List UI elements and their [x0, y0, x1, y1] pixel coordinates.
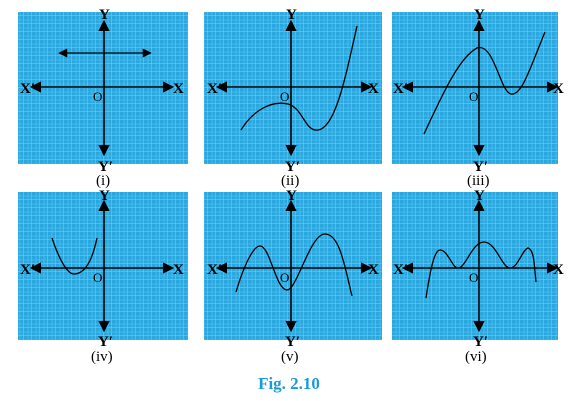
graph-curve — [235, 233, 353, 297]
graph-curve — [51, 237, 98, 275]
x-axis-label: X — [173, 81, 184, 97]
graph-curve — [240, 25, 358, 131]
graph-curve — [423, 31, 546, 135]
x-axis-label: X — [173, 262, 184, 278]
panel-vi: Y Y′ X′ X O (vi) — [392, 188, 564, 365]
x-axis-label: X — [553, 262, 564, 278]
panel-i: Y Y′ X′ X O (i) — [18, 7, 188, 189]
y-neg-axis-label: Y′ — [473, 334, 488, 350]
origin-label: O — [469, 270, 478, 285]
panel-ii: Y Y′ X′ X O (ii) — [204, 7, 382, 189]
origin-label: O — [280, 270, 289, 285]
y-neg-axis-label: Y′ — [285, 334, 300, 350]
y-axis-label: Y — [474, 7, 485, 23]
grid-background — [204, 192, 382, 340]
origin-label: O — [280, 89, 289, 104]
x-neg-axis-label: X′ — [207, 81, 222, 97]
x-neg-axis-label: X′ — [207, 262, 222, 278]
panel-caption: (ii) — [281, 173, 299, 189]
panel-iii: Y Y′ X′ X O (iii) — [392, 7, 564, 189]
x-axis-label: X — [368, 81, 379, 97]
x-neg-axis-label: X′ — [20, 81, 35, 97]
y-axis-label: Y — [99, 188, 110, 204]
y-axis-label: Y — [99, 7, 110, 23]
origin-label: O — [93, 89, 102, 104]
panel-iv: Y Y′ X′ X O (iv) — [18, 188, 188, 365]
panel-caption: (v) — [281, 349, 299, 365]
panel-caption: (iii) — [467, 173, 490, 189]
x-axis-label: X — [553, 81, 564, 97]
grid-background — [392, 192, 558, 340]
panel-caption: (i) — [96, 173, 110, 189]
grid-background — [18, 192, 188, 340]
panel-v: Y Y′ X′ X O (v) — [204, 188, 382, 365]
x-neg-axis-label: X′ — [393, 81, 408, 97]
graph-curve — [425, 241, 537, 299]
origin-label: O — [93, 270, 102, 285]
y-axis-label: Y — [286, 7, 297, 23]
y-axis-label: Y — [286, 188, 297, 204]
grid-background — [18, 12, 188, 164]
y-axis-label: Y — [474, 188, 485, 204]
x-neg-axis-label: X′ — [20, 262, 35, 278]
panel-caption: (vi) — [465, 349, 487, 365]
panel-caption: (iv) — [91, 349, 113, 365]
origin-label: O — [469, 89, 478, 104]
y-neg-axis-label: Y′ — [285, 159, 300, 175]
figure-caption: Fig. 2.10 — [258, 374, 320, 393]
grid-background — [392, 12, 558, 164]
x-axis-label: X — [368, 262, 379, 278]
y-neg-axis-label: Y′ — [473, 159, 488, 175]
x-neg-axis-label: X′ — [393, 262, 408, 278]
y-neg-axis-label: Y′ — [98, 334, 113, 350]
y-neg-axis-label: Y′ — [98, 159, 113, 175]
